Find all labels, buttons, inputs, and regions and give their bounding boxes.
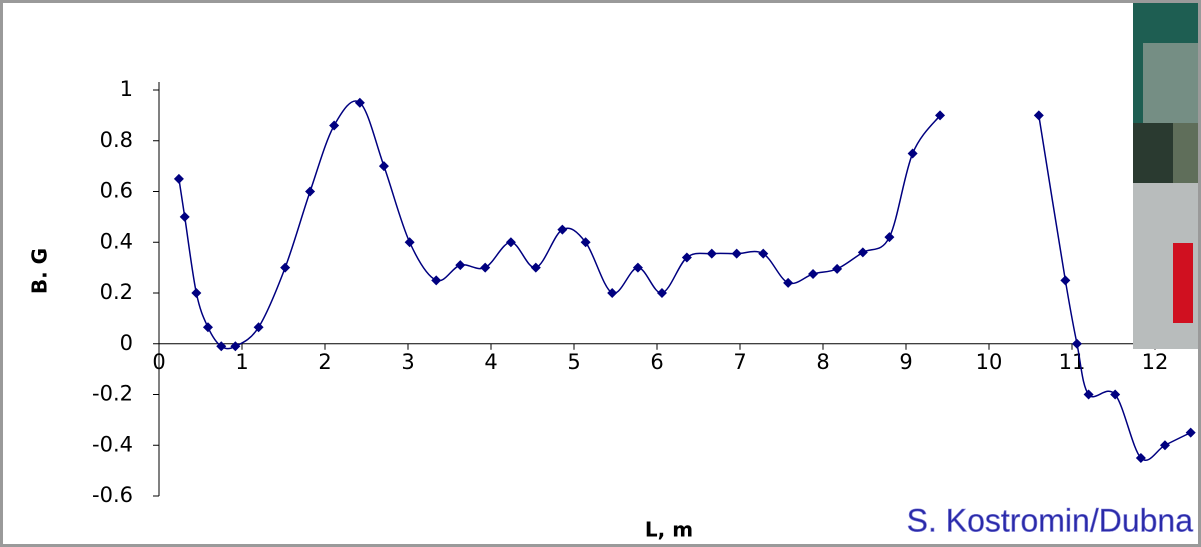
data-point	[280, 262, 291, 273]
data-point	[253, 322, 264, 333]
x-tick-label: 8	[816, 350, 829, 374]
data-point	[935, 110, 946, 121]
x-tick-label: 0	[152, 350, 165, 374]
y-tick-label: 1	[120, 77, 133, 101]
data-point	[329, 120, 340, 131]
data-point	[191, 288, 202, 298]
data-point	[731, 248, 742, 259]
data-point	[681, 252, 692, 263]
data-point	[173, 173, 184, 184]
chart: B. G L, m -0.6-0.4-0.200.20.40.60.810 1 2 3…	[28, 3, 1198, 542]
y-tick-label: 0.6	[100, 179, 133, 203]
data-point	[216, 341, 227, 352]
credit: S. Kostromin/Dubna	[907, 502, 1194, 538]
data-point	[505, 237, 516, 248]
data-point	[857, 247, 868, 258]
data-point	[378, 161, 389, 172]
data-point	[354, 97, 365, 108]
x-tick-label: 10	[976, 350, 1003, 374]
data-point	[230, 341, 241, 352]
y-tick-label: 0	[120, 331, 133, 355]
y-tick-label: 0.2	[100, 280, 133, 304]
y-tick-label: -0.2	[92, 382, 133, 406]
y-tick-label: 0.4	[100, 229, 133, 253]
data-point	[1033, 110, 1044, 121]
x-tick-label: 1	[235, 350, 248, 374]
data-point	[455, 260, 466, 271]
data-point	[706, 248, 717, 259]
data-point	[607, 288, 618, 298]
y-tick-label: -0.6	[92, 483, 133, 507]
data-point	[1159, 440, 1170, 451]
x-tick-label: 9	[899, 350, 912, 374]
data-point	[557, 224, 568, 235]
series-line	[178, 100, 1192, 461]
x-axis-title: L, m	[645, 518, 693, 542]
data-point	[580, 237, 591, 248]
data-point	[431, 275, 442, 286]
data-point	[530, 262, 541, 273]
x-tick-label: 7	[733, 350, 746, 374]
y-tick-label: -0.4	[92, 432, 133, 456]
x-tick-label: 12	[1142, 350, 1169, 374]
y-tick-label: 0.8	[100, 128, 133, 152]
data-point	[783, 277, 794, 288]
x-tick-label: 4	[484, 350, 497, 374]
data-point	[907, 148, 918, 159]
data-point	[179, 211, 190, 222]
x-tick-label: 3	[401, 350, 414, 374]
data-point	[1110, 389, 1121, 400]
data-point	[832, 263, 843, 274]
data-point	[656, 288, 667, 298]
data-point	[1185, 427, 1196, 438]
y-axis-title: B. G	[28, 248, 52, 294]
data-point	[480, 262, 491, 273]
data-point	[202, 322, 213, 333]
data-point	[305, 186, 316, 197]
x-tick-label: 6	[650, 350, 663, 374]
data-point	[884, 232, 895, 243]
data-point	[1071, 338, 1082, 349]
data-point	[808, 268, 819, 279]
data-point	[1135, 452, 1146, 463]
data-point	[758, 248, 769, 259]
data-point	[632, 262, 643, 273]
data-point	[404, 237, 415, 248]
x-tick-label: 5	[567, 350, 580, 374]
x-tick-label: 2	[318, 350, 331, 374]
data-point	[1083, 389, 1094, 400]
data-point	[1060, 275, 1071, 286]
photo	[1133, 3, 1198, 349]
